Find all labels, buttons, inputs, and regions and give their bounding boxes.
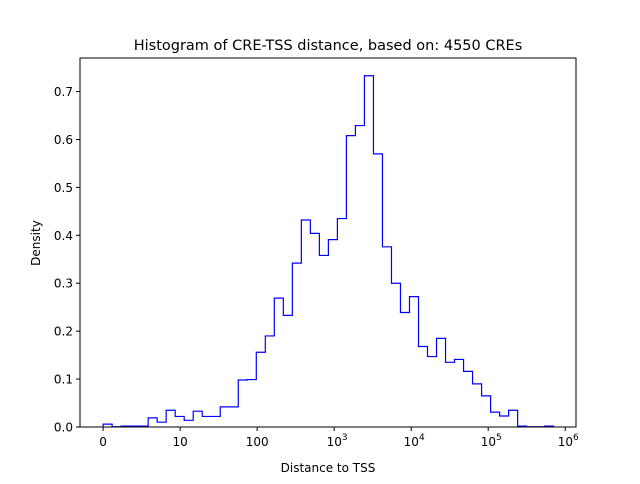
- x-tick-label: 100: [246, 435, 269, 449]
- y-tick-label: 0.6: [54, 133, 73, 147]
- chart-title: Histogram of CRE-TSS distance, based on:…: [134, 38, 523, 54]
- y-tick-label: 0.4: [54, 229, 73, 243]
- x-tick-label: 10: [172, 435, 187, 449]
- x-tick-label: 106: [558, 433, 579, 449]
- axes-frame: [79, 57, 577, 428]
- histogram-series: [102, 75, 555, 428]
- x-axis-label: Distance to TSS: [281, 461, 376, 475]
- y-tick-label: 0.2: [54, 325, 73, 339]
- x-tick-label: 105: [481, 433, 502, 449]
- y-axis-label: Density: [29, 220, 43, 266]
- y-tick-label: 0.1: [54, 373, 73, 387]
- y-tick-label: 0.0: [54, 421, 73, 435]
- histogram-step-line: [102, 75, 555, 428]
- y-tick-label: 0.7: [54, 85, 73, 99]
- y-tick-label: 0.5: [54, 181, 73, 195]
- y-axis-ticks: 0.0 0.1 0.2 0.3 0.4 0.5 0.6 0.7: [54, 85, 80, 435]
- y-tick-label: 0.3: [54, 277, 73, 291]
- x-tick-label: 103: [327, 433, 348, 449]
- x-axis-ticks: 0 10 100 103 104 105 106: [99, 427, 579, 449]
- x-tick-label: 0: [99, 435, 107, 449]
- x-tick-label: 104: [404, 433, 425, 449]
